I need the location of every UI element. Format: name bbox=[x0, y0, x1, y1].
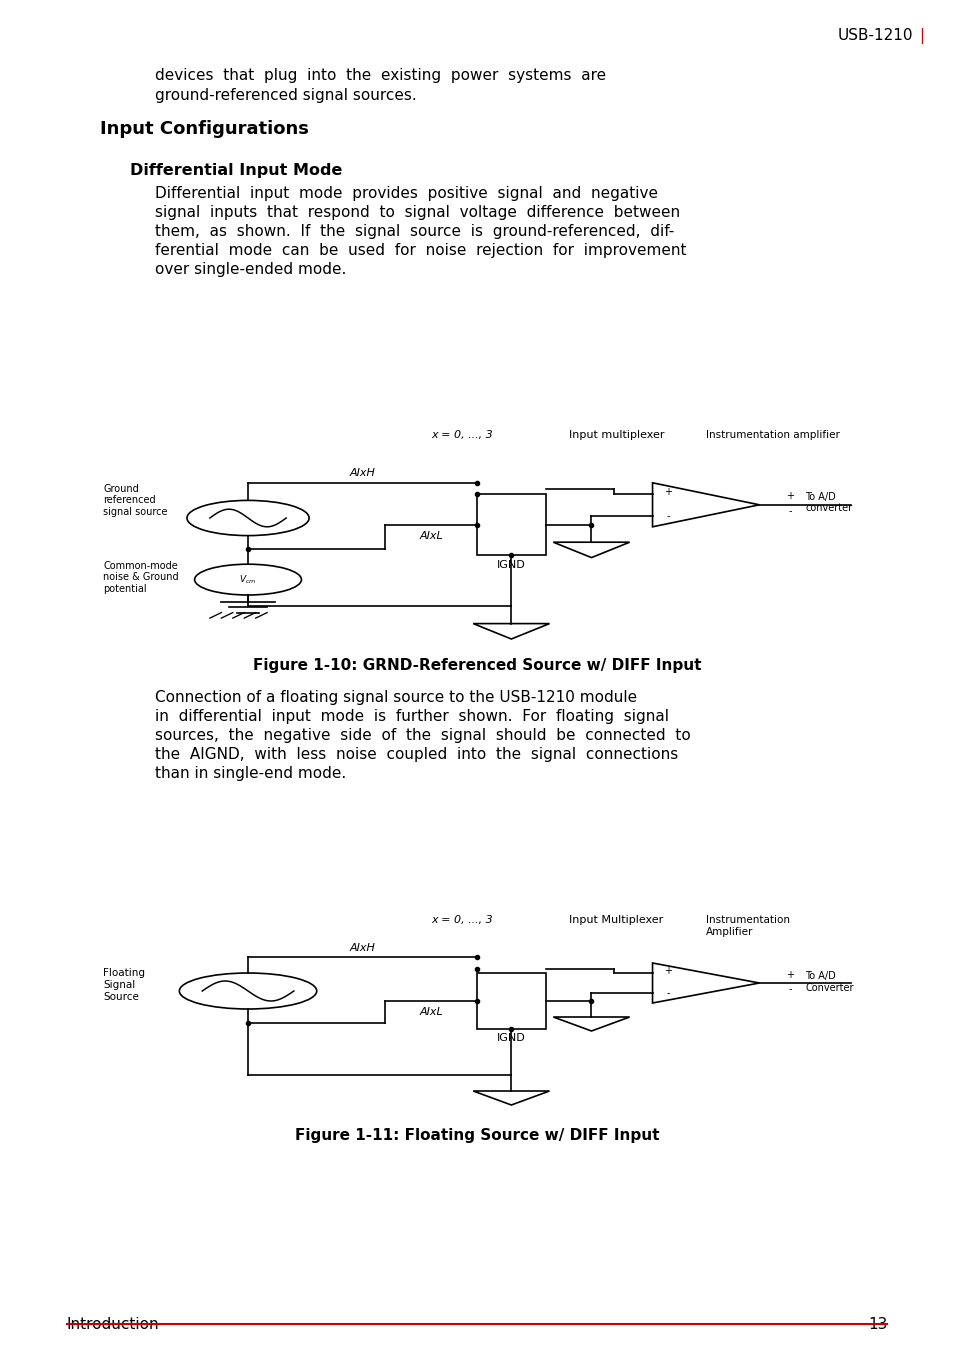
Text: IGND: IGND bbox=[497, 560, 525, 569]
Text: IGND: IGND bbox=[497, 1033, 525, 1042]
Text: them,  as  shown.  If  the  signal  source  is  ground-referenced,  dif-: them, as shown. If the signal source is … bbox=[154, 224, 674, 239]
Text: in  differential  input  mode  is  further  shown.  For  floating  signal: in differential input mode is further sh… bbox=[154, 708, 668, 725]
Text: +: + bbox=[663, 487, 671, 496]
Text: Introduction: Introduction bbox=[67, 1317, 159, 1332]
Text: -: - bbox=[787, 507, 791, 516]
Text: +: + bbox=[785, 491, 793, 502]
Text: ground-referenced signal sources.: ground-referenced signal sources. bbox=[154, 88, 416, 103]
Text: AIxL: AIxL bbox=[419, 531, 442, 541]
Text: AIxH: AIxH bbox=[349, 942, 375, 953]
Text: over single-ended mode.: over single-ended mode. bbox=[154, 262, 346, 277]
Text: Input Configurations: Input Configurations bbox=[100, 120, 309, 138]
Text: -: - bbox=[665, 511, 669, 521]
Text: +: + bbox=[785, 969, 793, 980]
Text: Figure 1-10: GRND-Referenced Source w/ DIFF Input: Figure 1-10: GRND-Referenced Source w/ D… bbox=[253, 658, 700, 673]
Text: Differential  input  mode  provides  positive  signal  and  negative: Differential input mode provides positiv… bbox=[154, 187, 658, 201]
Text: devices  that  plug  into  the  existing  power  systems  are: devices that plug into the existing powe… bbox=[154, 68, 605, 82]
Text: Ground
referenced
signal source: Ground referenced signal source bbox=[103, 484, 168, 516]
Text: Instrumentation
Amplifier: Instrumentation Amplifier bbox=[705, 915, 789, 937]
Bar bbox=[476, 493, 545, 556]
Text: x = 0, ..., 3: x = 0, ..., 3 bbox=[431, 430, 492, 439]
Text: Differential Input Mode: Differential Input Mode bbox=[130, 164, 342, 178]
Text: x = 0, ..., 3: x = 0, ..., 3 bbox=[431, 915, 492, 925]
Text: AIxL: AIxL bbox=[419, 1007, 442, 1017]
Text: Input Multiplexer: Input Multiplexer bbox=[568, 915, 662, 925]
Text: Connection of a floating signal source to the USB-1210 module: Connection of a floating signal source t… bbox=[154, 690, 637, 704]
Text: AIxH: AIxH bbox=[349, 468, 375, 479]
Text: sources,  the  negative  side  of  the  signal  should  be  connected  to: sources, the negative side of the signal… bbox=[154, 727, 690, 744]
Text: To A/D
converter: To A/D converter bbox=[804, 492, 851, 514]
Text: +: + bbox=[663, 965, 671, 976]
Text: $V_{cm}$: $V_{cm}$ bbox=[239, 573, 256, 585]
Text: USB-1210: USB-1210 bbox=[837, 28, 912, 43]
Text: 13: 13 bbox=[867, 1317, 886, 1332]
Text: -: - bbox=[665, 988, 669, 998]
Text: Figure 1-11: Floating Source w/ DIFF Input: Figure 1-11: Floating Source w/ DIFF Inp… bbox=[294, 1128, 659, 1142]
Text: than in single-end mode.: than in single-end mode. bbox=[154, 767, 346, 781]
Text: Common-mode
noise & Ground
potential: Common-mode noise & Ground potential bbox=[103, 561, 178, 594]
Text: Input multiplexer: Input multiplexer bbox=[568, 430, 663, 439]
Text: Instrumentation amplifier: Instrumentation amplifier bbox=[705, 430, 839, 439]
Text: signal  inputs  that  respond  to  signal  voltage  difference  between: signal inputs that respond to signal vol… bbox=[154, 206, 679, 220]
Text: |: | bbox=[918, 28, 923, 45]
Text: Floating
Signal
Source: Floating Signal Source bbox=[103, 968, 145, 1002]
Text: -: - bbox=[787, 984, 791, 994]
Text: ferential  mode  can  be  used  for  noise  rejection  for  improvement: ferential mode can be used for noise rej… bbox=[154, 243, 686, 258]
Text: the  AIGND,  with  less  noise  coupled  into  the  signal  connections: the AIGND, with less noise coupled into … bbox=[154, 748, 678, 763]
Text: To A/D
Converter: To A/D Converter bbox=[804, 971, 853, 992]
Bar bbox=[476, 973, 545, 1029]
